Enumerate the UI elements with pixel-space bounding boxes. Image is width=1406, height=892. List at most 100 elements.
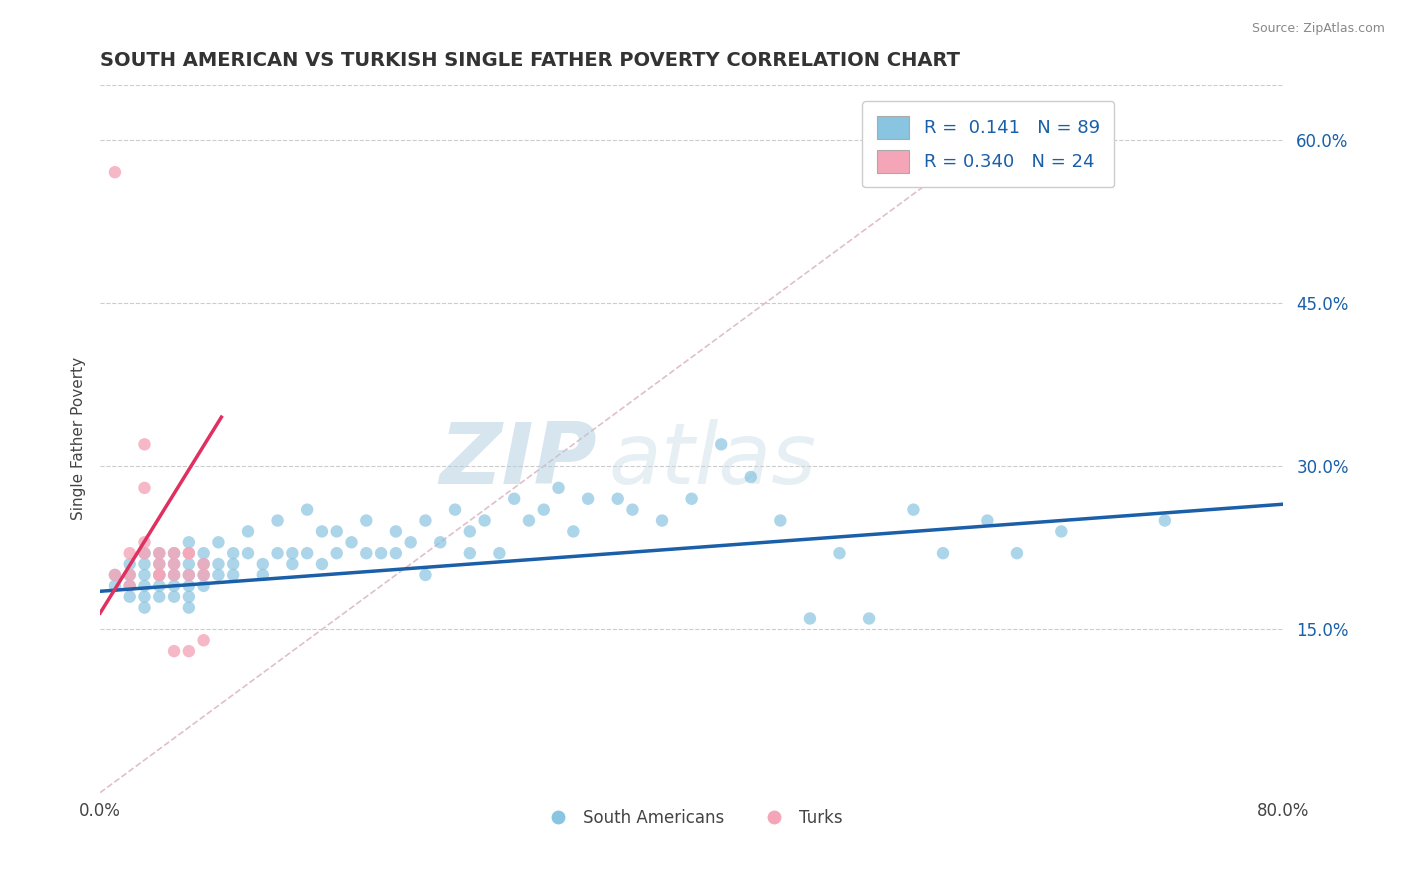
Point xyxy=(681,491,703,506)
Point xyxy=(193,568,215,582)
Point xyxy=(148,579,170,593)
Point xyxy=(340,535,363,549)
Point xyxy=(104,568,127,582)
Point xyxy=(148,568,170,582)
Point xyxy=(118,568,141,582)
Point xyxy=(236,524,259,539)
Y-axis label: Single Father Poverty: Single Father Poverty xyxy=(72,358,86,520)
Point xyxy=(163,557,186,571)
Point xyxy=(356,546,378,560)
Point xyxy=(932,546,955,560)
Point xyxy=(858,611,880,625)
Point xyxy=(828,546,851,560)
Point xyxy=(163,579,186,593)
Point xyxy=(311,524,333,539)
Point xyxy=(104,579,127,593)
Point xyxy=(207,535,229,549)
Point xyxy=(193,568,215,582)
Point xyxy=(134,437,156,451)
Point xyxy=(193,546,215,560)
Point xyxy=(207,557,229,571)
Point xyxy=(148,590,170,604)
Point xyxy=(134,481,156,495)
Point xyxy=(134,546,156,560)
Point xyxy=(576,491,599,506)
Text: Source: ZipAtlas.com: Source: ZipAtlas.com xyxy=(1251,22,1385,36)
Point xyxy=(415,568,437,582)
Point xyxy=(370,546,392,560)
Point xyxy=(222,546,245,560)
Point xyxy=(134,579,156,593)
Point xyxy=(429,535,451,549)
Point xyxy=(177,546,200,560)
Point xyxy=(193,633,215,648)
Point xyxy=(163,590,186,604)
Point xyxy=(740,470,762,484)
Point xyxy=(399,535,422,549)
Point xyxy=(104,568,127,582)
Point xyxy=(177,568,200,582)
Text: atlas: atlas xyxy=(609,418,817,501)
Point xyxy=(134,557,156,571)
Point xyxy=(118,579,141,593)
Point xyxy=(281,546,304,560)
Point xyxy=(163,568,186,582)
Point xyxy=(325,546,347,560)
Point xyxy=(118,590,141,604)
Point xyxy=(118,579,141,593)
Point xyxy=(118,557,141,571)
Point xyxy=(311,557,333,571)
Point xyxy=(177,546,200,560)
Point xyxy=(710,437,733,451)
Point xyxy=(148,557,170,571)
Point xyxy=(163,546,186,560)
Point xyxy=(295,502,318,516)
Point xyxy=(488,546,510,560)
Point xyxy=(281,557,304,571)
Point xyxy=(148,546,170,560)
Point xyxy=(236,546,259,560)
Point xyxy=(444,502,467,516)
Point xyxy=(517,514,540,528)
Point xyxy=(222,568,245,582)
Point xyxy=(177,644,200,658)
Point xyxy=(177,590,200,604)
Point xyxy=(606,491,628,506)
Point xyxy=(134,600,156,615)
Point xyxy=(976,514,998,528)
Point xyxy=(266,514,288,528)
Point xyxy=(222,557,245,571)
Point xyxy=(385,524,408,539)
Point xyxy=(503,491,526,506)
Legend: South Americans, Turks: South Americans, Turks xyxy=(534,803,849,834)
Point xyxy=(325,524,347,539)
Point xyxy=(1050,524,1073,539)
Point xyxy=(562,524,585,539)
Point xyxy=(118,546,141,560)
Point xyxy=(104,165,127,179)
Point xyxy=(458,524,481,539)
Point xyxy=(148,568,170,582)
Point xyxy=(769,514,792,528)
Point xyxy=(193,579,215,593)
Point xyxy=(163,568,186,582)
Point xyxy=(148,568,170,582)
Point xyxy=(163,644,186,658)
Point xyxy=(148,557,170,571)
Point xyxy=(177,557,200,571)
Point xyxy=(356,514,378,528)
Point xyxy=(458,546,481,560)
Point xyxy=(163,546,186,560)
Point xyxy=(177,579,200,593)
Point xyxy=(651,514,673,528)
Point xyxy=(134,546,156,560)
Point xyxy=(252,557,274,571)
Point xyxy=(177,535,200,549)
Point xyxy=(533,502,555,516)
Point xyxy=(295,546,318,560)
Point xyxy=(148,546,170,560)
Point xyxy=(1005,546,1028,560)
Point xyxy=(134,535,156,549)
Point xyxy=(903,502,925,516)
Point xyxy=(163,557,186,571)
